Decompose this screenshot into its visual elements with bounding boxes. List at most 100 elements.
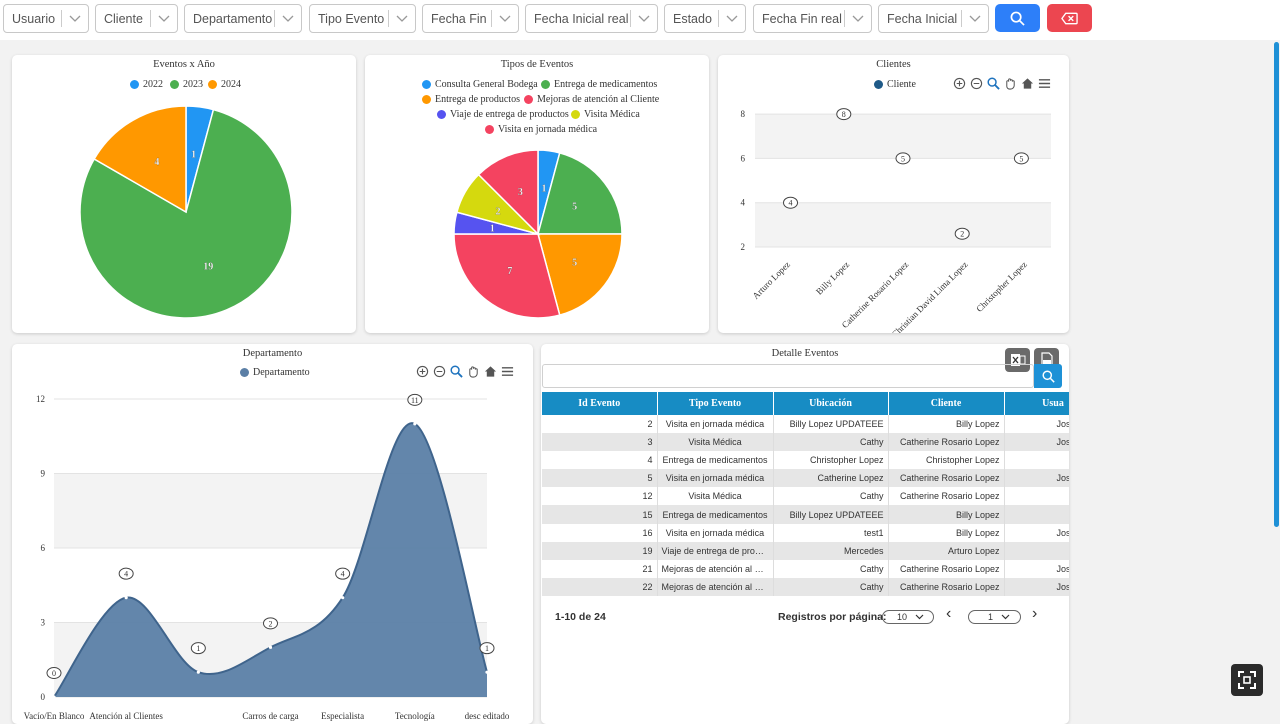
chevron-down-icon[interactable] <box>962 5 988 32</box>
page-scrollbar-thumb[interactable] <box>1274 42 1279 527</box>
filter-tipo-evento[interactable]: Tipo Evento <box>309 4 416 33</box>
pie-slice[interactable] <box>477 149 539 236</box>
filter-bar: Usuario Cliente Departamento Tipo Evento… <box>0 0 1280 40</box>
chevron-down-icon[interactable] <box>151 5 177 32</box>
column-header-usuario[interactable]: Usua <box>1004 392 1069 415</box>
pan-hand-icon[interactable] <box>1004 77 1017 90</box>
legend-item[interactable]: Entrega de medicamentos <box>541 79 657 90</box>
chevron-down-icon[interactable] <box>62 5 88 32</box>
data-point-label-bg[interactable] <box>836 108 852 121</box>
legend-label: Visita Médica <box>584 109 640 120</box>
table-cell: Entrega de medicamentos <box>657 451 774 470</box>
legend-item[interactable]: Visita en jornada médica <box>485 124 597 135</box>
filter-cliente[interactable]: Cliente <box>95 4 178 33</box>
home-icon[interactable] <box>1021 77 1034 90</box>
filter-fecha-fin-real[interactable]: Fecha Fin real <box>753 4 872 33</box>
fullscreen-button[interactable] <box>1231 664 1263 696</box>
pie-slice[interactable] <box>79 108 293 319</box>
table-row[interactable]: 4 Entrega de medicamentos Christopher Lope… <box>542 451 1069 470</box>
filter-fecha-inicial-real[interactable]: Fecha Inicial real <box>525 4 658 33</box>
zoom-in-icon[interactable] <box>416 365 429 378</box>
chevron-down-icon[interactable] <box>389 5 415 32</box>
column-header-cliente[interactable]: Cliente <box>888 392 1005 415</box>
table-row[interactable]: 21 Mejoras de atención al Cli... Cathy Cath… <box>542 559 1069 578</box>
data-point[interactable] <box>124 596 128 600</box>
table-cell: 2 <box>542 415 658 434</box>
legend-item[interactable]: Viaje de entrega de productos <box>437 109 569 120</box>
legend-item[interactable]: Entrega de productos <box>422 94 520 105</box>
search-button[interactable] <box>995 4 1040 32</box>
table-row[interactable]: 19 Viaje de entrega de produ... Mercedes Ar… <box>542 541 1069 560</box>
table-cell: 21 <box>542 559 658 578</box>
legend-item[interactable]: Consulta General Bodega <box>422 79 538 90</box>
table-row[interactable]: 15 Entrega de medicamentos Billy Lopez UPD… <box>542 505 1069 524</box>
legend-item[interactable]: 2022 <box>130 79 163 90</box>
legend-item[interactable]: Mejoras de atención al Cliente <box>524 94 659 105</box>
legend-item[interactable]: Departamento <box>240 367 310 378</box>
rows-per-page-select[interactable]: 10 <box>882 610 934 624</box>
legend-item[interactable]: 2023 <box>170 79 203 90</box>
backspace-icon <box>1061 12 1078 24</box>
home-icon[interactable] <box>484 365 497 378</box>
zoom-selection-icon[interactable] <box>987 77 1000 90</box>
next-page-button[interactable]: › <box>1032 605 1038 622</box>
table-search-button[interactable] <box>1034 364 1062 388</box>
data-label: 2 <box>269 619 273 628</box>
legend-item[interactable]: Visita Médica <box>571 109 640 120</box>
chevron-down-icon[interactable] <box>275 5 301 32</box>
filter-usuario[interactable]: Usuario <box>3 4 89 33</box>
filter-fecha-inicial[interactable]: Fecha Inicial <box>878 4 989 33</box>
data-point[interactable] <box>413 422 417 426</box>
table-cell: Billy Lopez <box>888 523 1005 542</box>
menu-icon[interactable] <box>501 365 514 378</box>
zoom-out-icon[interactable] <box>970 77 983 90</box>
table-row[interactable]: 5 Visita en jornada médica Catherine Lopez… <box>542 469 1069 488</box>
zoom-out-icon[interactable] <box>433 365 446 378</box>
zoom-selection-icon[interactable] <box>450 365 463 378</box>
table-row[interactable]: 2 Visita en jornada médica Billy Lopez UPD… <box>542 415 1069 434</box>
data-point-label-bg[interactable] <box>954 227 970 240</box>
pan-hand-icon[interactable] <box>467 365 480 378</box>
filter-departamento[interactable]: Departamento <box>184 4 302 33</box>
page-select[interactable]: 1 <box>968 610 1021 624</box>
legend-label: 2024 <box>221 79 241 90</box>
table-cell <box>1004 487 1069 506</box>
filter-estado[interactable]: Estado <box>664 4 746 33</box>
legend-item[interactable]: Cliente <box>874 79 916 90</box>
zoom-in-icon[interactable] <box>953 77 966 90</box>
data-point-label-bg[interactable] <box>783 196 799 209</box>
menu-icon[interactable] <box>1038 77 1051 90</box>
clear-filters-button[interactable] <box>1047 4 1092 32</box>
table-row[interactable]: 3 Visita Médica Cathy Catherine Rosario Lop… <box>542 433 1069 452</box>
data-point[interactable] <box>341 596 345 600</box>
chevron-down-icon[interactable] <box>719 5 745 32</box>
pie-slice[interactable] <box>93 105 187 214</box>
table-row[interactable]: 16 Visita en jornada médica test1 Billy Lop… <box>542 523 1069 542</box>
data-point[interactable] <box>52 695 56 699</box>
prev-page-button[interactable]: ‹ <box>946 605 952 622</box>
chevron-down-icon[interactable] <box>631 5 657 32</box>
export-excel-button[interactable] <box>1005 348 1030 372</box>
data-point-label-bg[interactable] <box>895 152 911 165</box>
table-cell: Billy Lopez UPDATEEE <box>773 415 889 434</box>
data-point[interactable] <box>485 670 489 674</box>
pie-slice[interactable] <box>453 233 561 319</box>
column-header-ubicacion[interactable]: Ubicación <box>773 392 889 415</box>
chevron-down-icon[interactable] <box>492 5 518 32</box>
table-row[interactable]: 22 Mejoras de atención al Cli... Cathy Cath… <box>542 577 1069 596</box>
table-row[interactable]: 12 Visita Médica Cathy Catherine Rosario Lo… <box>542 487 1069 506</box>
filter-fecha-fin[interactable]: Fecha Fin <box>422 4 519 33</box>
data-label-bg <box>479 642 495 655</box>
data-point[interactable] <box>196 670 200 674</box>
column-header-tipo-evento[interactable]: Tipo Evento <box>657 392 774 415</box>
pie-slice[interactable] <box>537 151 623 235</box>
chart-card-clientes: Clientes Cliente 2 4 6 8 Arturo Lopez Billy L… <box>718 55 1069 333</box>
table-search-input[interactable] <box>542 364 1034 388</box>
filter-estado-label: Estado <box>673 11 712 26</box>
data-point[interactable] <box>268 645 273 649</box>
chevron-down-icon[interactable] <box>845 5 871 32</box>
legend-item[interactable]: 2024 <box>208 79 241 90</box>
data-point-label-bg[interactable] <box>1013 152 1029 165</box>
pie-slice[interactable] <box>537 233 623 317</box>
column-header-id-evento[interactable]: Id Evento <box>542 392 658 415</box>
